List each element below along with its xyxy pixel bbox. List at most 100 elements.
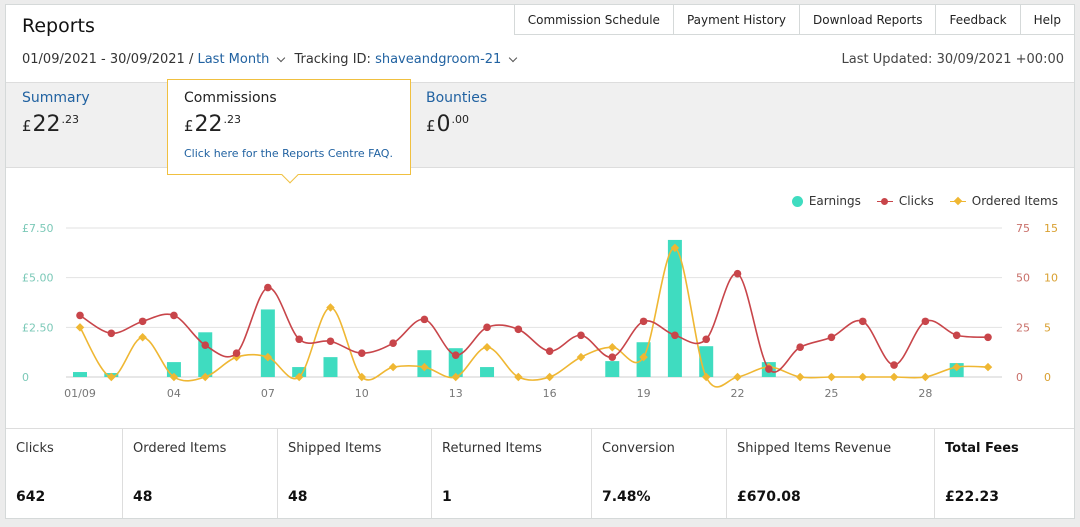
download-reports-button[interactable]: Download Reports [799,5,937,35]
stat-label: Total Fees [945,441,1019,456]
clicks-point [796,343,804,351]
tab-bounties[interactable]: Bounties £0.00 [426,90,487,137]
ordered-items-point [482,342,492,352]
stat-value: 7.48% [602,489,651,505]
commissions-amount: £22.23 [184,112,242,137]
clicks-point [577,331,585,340]
tab-commissions[interactable]: Commissions £22.23 Click here for the Re… [167,79,411,184]
bounties-amount: £0.00 [426,112,470,137]
tab-commissions-label: Commissions [184,90,277,106]
clicks-point [483,323,491,332]
legend-earnings[interactable]: Earnings [791,194,861,208]
y-left-tick-label: £5.00 [22,272,54,285]
y-left-tick-label: £7.50 [22,222,54,235]
help-button[interactable]: Help [1020,5,1074,35]
y-right-clicks-tick-label: 0 [1016,371,1023,384]
ordered-items-point [858,372,868,382]
chevron-down-icon[interactable] [509,53,518,63]
clicks-point [702,335,711,344]
stat-value: £22.23 [945,489,1000,505]
legend-ordered-items[interactable]: Ordered Items [949,194,1058,208]
chart-area: Earnings Clicks Ordered Items 0 £2.50 £5.0… [6,170,1074,426]
y-right-clicks-tick-label: 75 [1016,222,1030,235]
clicks-point [890,361,898,369]
page-title: Reports [22,15,95,37]
feedback-button[interactable]: Feedback [936,5,1021,35]
date-range-text: 01/09/2021 - 30/09/2021 / [22,52,194,67]
stats-row: Clicks 642 Ordered Items 48 Shipped Items 48 R… [6,428,1074,518]
y-right-clicks-tick-label: 25 [1016,321,1030,334]
clicks-point [107,329,116,338]
tab-summary[interactable]: Summary £22.23 [22,90,90,137]
earnings-bar [605,361,620,377]
ordered-items-point [921,372,930,382]
payment-history-button[interactable]: Payment History [673,5,800,35]
stat-value: £670.08 [737,489,801,505]
clicks-point [545,347,554,355]
stat-value: 48 [288,489,308,505]
x-tick-label: 22 [731,387,745,400]
ordered-items-line-icon [949,196,966,207]
ordered-items-point [608,342,617,352]
earnings-bar [480,367,495,377]
clicks-point [765,365,773,373]
stat-total-fees: Total Fees £22.23 [935,429,1074,518]
y-right-items-tick-label: 15 [1044,222,1058,235]
clicks-point [827,333,836,342]
chevron-down-icon[interactable] [277,53,286,63]
stat-value: 642 [16,489,46,505]
period-dropdown[interactable]: Last Month [197,52,270,67]
ordered-items-point [451,372,460,382]
clicks-point [138,317,147,326]
earnings-bar [323,357,338,377]
x-tick-label: 13 [449,387,463,400]
faq-link[interactable]: Click here for the Reports Centre FAQ. [184,147,393,160]
y-left-tick-label: £2.50 [22,321,54,334]
clicks-point [733,269,742,278]
clicks-line [79,272,989,373]
ordered-items-point [138,333,147,342]
clicks-point [326,337,335,346]
chart-legend: Earnings Clicks Ordered Items [791,194,1058,208]
clicks-point [232,349,241,357]
stat-clicks: Clicks 642 [6,429,123,518]
x-tick-label: 07 [261,387,275,400]
stat-value: 1 [442,489,452,505]
clicks-line-icon [876,196,893,207]
y-right-clicks-tick-label: 50 [1016,272,1030,285]
y-right-items-tick-label: 10 [1044,272,1058,285]
ordered-items-point [263,352,273,362]
ordered-items-point [326,303,335,312]
filter-bar: 01/09/2021 - 30/09/2021 / Last Month Tra… [22,52,526,67]
tracking-label: Tracking ID: [294,52,371,67]
stat-label: Conversion [602,441,675,456]
earnings-bar [667,239,682,377]
x-tick-label: 19 [637,387,651,400]
x-tick-label: 04 [167,387,181,400]
ordered-items-point [514,372,523,382]
clicks-point [389,339,397,348]
stat-returned-items: Returned Items 1 [432,429,592,518]
stat-label: Shipped Items Revenue [737,441,892,456]
ordered-items-point [545,372,554,382]
ordered-items-point [75,323,85,332]
top-nav: Commission Schedule Payment History Down… [513,5,1074,35]
ordered-items-point [733,372,742,382]
stat-shipped-items-revenue: Shipped Items Revenue £670.08 [727,429,935,518]
commission-schedule-button[interactable]: Commission Schedule [514,5,674,35]
stat-label: Shipped Items [288,441,382,456]
legend-clicks[interactable]: Clicks [876,194,934,208]
clicks-point [514,325,523,334]
ordered-items-point [420,362,429,372]
stat-conversion: Conversion 7.48% [592,429,727,518]
earnings-dot-icon [791,195,803,207]
stat-shipped-items: Shipped Items 48 [278,429,432,518]
stat-label: Ordered Items [133,441,227,456]
tab-summary-label: Summary [22,90,90,106]
tracking-id-dropdown[interactable]: shaveandgroom-21 [375,52,502,67]
y-right-items-tick-label: 0 [1044,371,1051,384]
ordered-items-point [357,372,367,382]
earnings-bar [73,372,87,377]
clicks-point [608,353,617,361]
clicks-point [671,331,679,340]
